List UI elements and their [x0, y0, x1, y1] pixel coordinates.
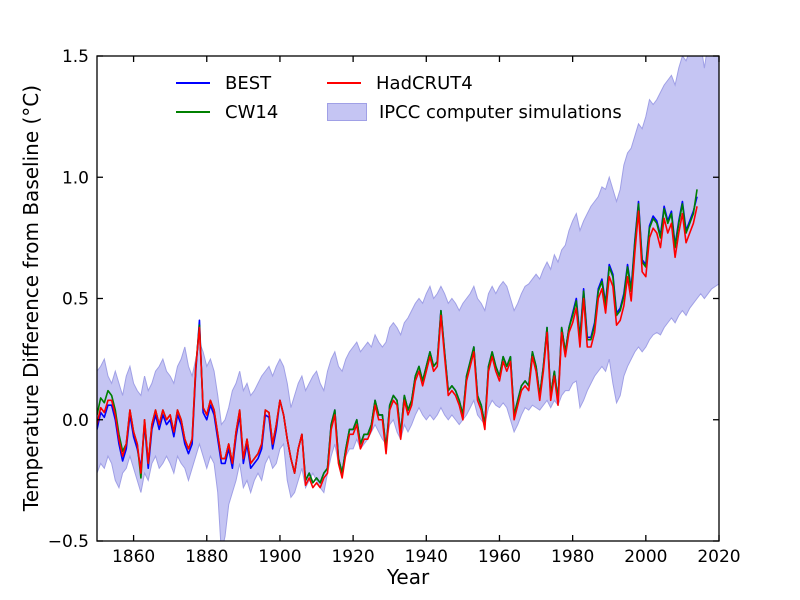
x-tick-label: 1900 [258, 547, 301, 567]
y-tick-label: −0.5 [48, 532, 89, 552]
legend-label-best: BEST [225, 72, 272, 94]
x-tick-label: 2000 [624, 547, 667, 567]
x-tick-label: 1880 [185, 547, 228, 567]
y-tick-label: 1.0 [62, 168, 89, 188]
legend: BEST HadCRUT4 CW14 IPCC computer simulat… [176, 72, 622, 123]
legend-label-cw14: CW14 [225, 101, 279, 123]
y-tick-label: 1.5 [62, 47, 89, 67]
x-tick-label: 1860 [112, 547, 155, 567]
legend-label-hadcrut4: HadCRUT4 [376, 72, 473, 94]
legend-label-ipcc-band: IPCC computer simulations [379, 101, 622, 123]
best-line-icon [176, 82, 210, 84]
y-axis-label: Temperature Difference from Baseline (°C… [19, 84, 43, 512]
x-tick-label: 1940 [405, 547, 448, 567]
ipcc-simulation-band [97, 56, 719, 541]
x-tick-label: 1920 [331, 547, 374, 567]
legend-item-cw14: CW14 [176, 101, 327, 123]
y-tick-label: 0.5 [62, 290, 89, 310]
x-tick-label: 1960 [478, 547, 521, 567]
legend-item-hadcrut4: HadCRUT4 [327, 72, 622, 94]
ipcc-band-patch-icon [327, 103, 367, 121]
x-tick-label: 1980 [551, 547, 594, 567]
y-tick-label: 0.0 [62, 411, 89, 431]
legend-item-ipcc-band: IPCC computer simulations [327, 101, 622, 123]
series-line-hadcrut4 [97, 206, 698, 489]
x-tick-label: 2020 [697, 547, 740, 567]
legend-item-best: BEST [176, 72, 327, 94]
hadcrut4-line-icon [327, 82, 361, 84]
cw14-line-icon [176, 111, 210, 113]
x-axis-label: Year [386, 565, 430, 589]
